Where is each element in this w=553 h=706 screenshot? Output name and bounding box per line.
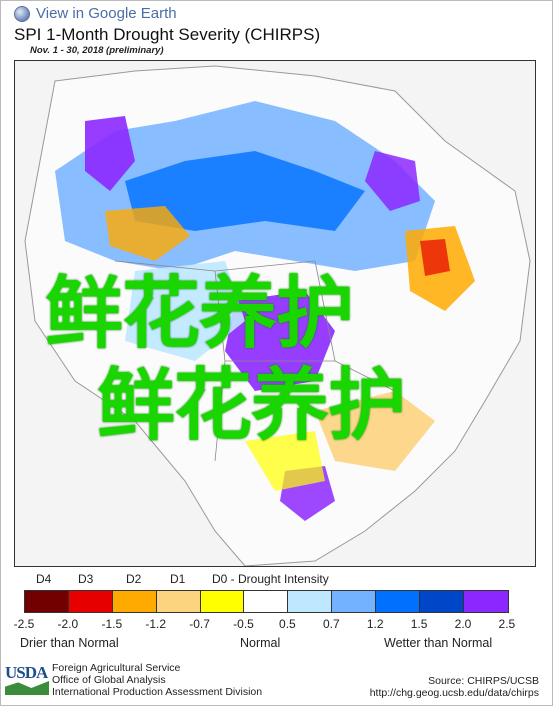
scale-tick-label: 2.5 — [498, 617, 516, 631]
usda-logo-text: USDA — [5, 663, 48, 682]
scale-tick-label: 1.2 — [366, 617, 384, 631]
abnormally-dry-south — [245, 431, 325, 491]
watermark-overlay-1: 鲜花养护 — [45, 269, 354, 359]
category-d0: D0 - Drought Intensity — [212, 572, 329, 586]
color-swatch — [68, 591, 113, 612]
wetter-than-normal-label: Wetter than Normal — [384, 636, 493, 650]
dry-region-southeast — [315, 391, 435, 471]
state-borders — [114, 260, 396, 462]
google-earth-link[interactable]: View in Google Earth — [14, 5, 177, 22]
map-title: SPI 1-Month Drought Severity (CHIRPS) — [14, 25, 321, 44]
color-swatch — [332, 591, 377, 612]
category-d2: D2 — [126, 572, 142, 586]
agency-line-1: Foreign Agricultural Service — [52, 662, 181, 674]
source-url[interactable]: http://chg.geog.ucsb.edu/data/chirps — [369, 687, 539, 699]
scale-tick-label: -2.5 — [13, 617, 35, 631]
dry-region-west — [105, 206, 190, 261]
very-wet-region — [125, 151, 365, 231]
scale-tick-label: 0.5 — [279, 617, 296, 631]
source-info: Source: CHIRPS/UCSB http://chg.geog.ucsb… — [370, 675, 539, 699]
scale-tick-label: -1.2 — [145, 617, 167, 631]
color-swatch — [25, 591, 69, 612]
color-swatch — [112, 591, 157, 612]
color-swatch — [376, 591, 421, 612]
usda-logo-graphic — [5, 681, 49, 695]
normal-label: Normal — [240, 636, 281, 650]
usda-logo: USDA — [5, 663, 49, 697]
scale-tick-label: -1.5 — [101, 617, 123, 631]
color-scale-bar — [24, 590, 509, 613]
google-earth-link-label: View in Google Earth — [36, 5, 177, 22]
scale-tick-label: 1.5 — [410, 617, 428, 631]
color-swatch — [463, 591, 508, 612]
category-d3: D3 — [78, 572, 94, 586]
extreme-wet-northwest — [85, 116, 135, 191]
scale-tick-label: -0.5 — [233, 617, 254, 631]
drought-map — [14, 60, 536, 567]
light-wet-central — [125, 261, 245, 361]
scale-tick-label: 0.7 — [322, 617, 340, 631]
watermark-overlay-2: 鲜花养护 — [97, 361, 406, 451]
category-d4: D4 — [36, 572, 52, 586]
agency-line-2: Office of Global Analysis — [52, 674, 166, 686]
category-d1: D1 — [170, 572, 186, 586]
extreme-wet-center — [225, 291, 335, 391]
scale-tick-label: 2.0 — [454, 617, 472, 631]
scale-tick-label: -0.7 — [189, 617, 210, 631]
color-swatch — [288, 591, 333, 612]
scale-tick-label: -2.0 — [57, 617, 79, 631]
agency-info: Foreign Agricultural Service Office of G… — [52, 662, 262, 698]
map-graphic — [15, 61, 535, 566]
extreme-wet-north — [365, 151, 420, 211]
color-swatch — [420, 591, 464, 612]
severe-dry-east — [420, 239, 450, 276]
drought-category-labels: D4 D3 D2 D1 D0 - Drought Intensity — [0, 572, 553, 586]
color-swatch — [200, 591, 245, 612]
source-line-1: Source: CHIRPS/UCSB — [428, 675, 539, 687]
drier-than-normal-label: Drier than Normal — [20, 636, 119, 650]
map-subtitle: Nov. 1 - 30, 2018 (preliminary) — [30, 45, 164, 56]
color-swatch — [244, 591, 289, 612]
agency-line-3: International Production Assessment Divi… — [52, 686, 263, 698]
globe-icon — [14, 5, 30, 22]
color-swatch — [156, 591, 201, 612]
